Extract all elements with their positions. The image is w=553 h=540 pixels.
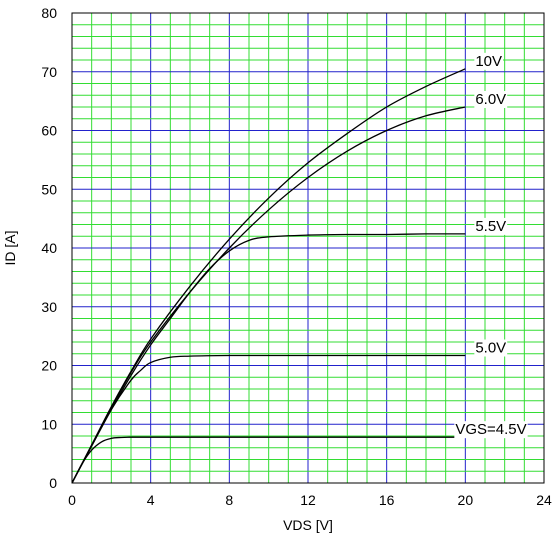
- curve-label: VGS=4.5V: [454, 421, 528, 439]
- curve-label-background: [474, 52, 504, 70]
- y-tick-label: 20: [41, 358, 57, 374]
- curve-label-text: VGS=4.5V: [455, 421, 526, 438]
- curve-label: 10V: [474, 52, 504, 70]
- y-tick-label: 0: [49, 475, 57, 491]
- curve-labels: 10V 6.0V 5.5V 5.0V VGS=4.5V: [454, 52, 528, 439]
- curve-label-background: [454, 421, 528, 439]
- curve-5-0v: [71, 354, 466, 484]
- curve-label-text: 5.5V: [475, 218, 506, 235]
- x-tick-label: 16: [379, 492, 395, 508]
- y-tick-label: 60: [41, 123, 57, 139]
- curve-label-text: 5.0V: [475, 340, 506, 357]
- curve-label: 5.0V: [474, 339, 508, 357]
- x-tick-label: 24: [536, 492, 552, 508]
- y-tick-label: 10: [41, 416, 57, 432]
- curve-label: 5.5V: [474, 217, 508, 235]
- y-tick-label: 70: [41, 64, 57, 80]
- x-tick-label: 4: [147, 492, 155, 508]
- curve-label-text: 6.0V: [475, 91, 506, 108]
- x-tick-labels: 0 4 8 12 16 20 24: [68, 492, 552, 508]
- y-axis-title: ID [A]: [2, 230, 18, 265]
- curves: [71, 68, 466, 484]
- x-tick-label: 20: [458, 492, 474, 508]
- x-tick-label: 8: [225, 492, 233, 508]
- curve-5-5v: [71, 233, 466, 484]
- y-tick-label: 40: [41, 240, 57, 256]
- curve-label: 6.0V: [474, 91, 508, 108]
- curve-label-background: [474, 91, 508, 108]
- curve-label-background: [474, 217, 508, 235]
- curve-label-background: [474, 339, 508, 357]
- curve-label-text: 10V: [475, 53, 502, 70]
- plot-frame: [71, 12, 545, 484]
- x-tick-label: 12: [300, 492, 316, 508]
- x-tick-label: 0: [68, 492, 76, 508]
- grid: [72, 13, 544, 483]
- curve-6-0v: [71, 106, 466, 484]
- x-axis-title: VDS [V]: [283, 517, 333, 533]
- y-tick-label: 50: [41, 181, 57, 197]
- curve-vgs-4-5v: [71, 436, 466, 484]
- y-tick-label: 80: [41, 5, 57, 21]
- y-tick-labels: 0 10 20 30 40 50 60 70 80: [41, 5, 57, 491]
- y-tick-label: 30: [41, 299, 57, 315]
